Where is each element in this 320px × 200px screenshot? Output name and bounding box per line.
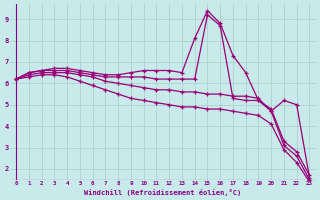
- X-axis label: Windchill (Refroidissement éolien,°C): Windchill (Refroidissement éolien,°C): [84, 189, 242, 196]
